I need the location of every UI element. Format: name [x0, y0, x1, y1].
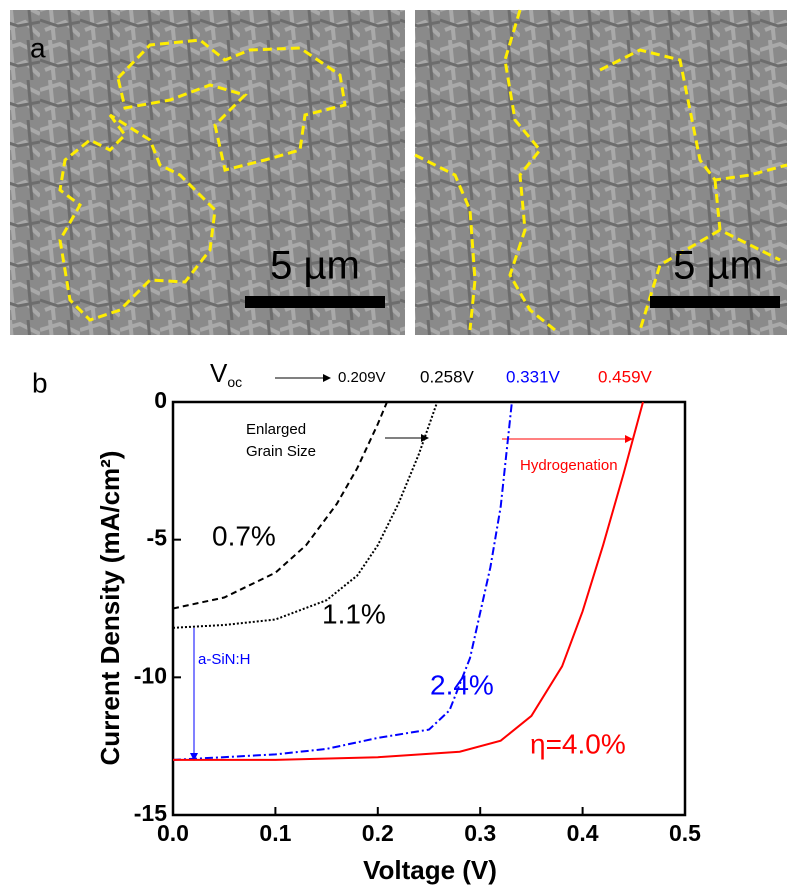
y-tick-label: 0 — [154, 387, 167, 413]
voc-label: Voc — [210, 358, 242, 390]
voc-value: 0.331V — [506, 367, 561, 386]
voc-main: V — [210, 358, 228, 388]
y-tick-label: -5 — [147, 525, 168, 551]
voc-sub: oc — [227, 374, 242, 390]
x-tick-label: 0.2 — [362, 820, 394, 846]
y-tick-label: -15 — [134, 800, 167, 826]
efficiency-label: 1.1% — [322, 598, 386, 629]
x-tick-label: 0.5 — [669, 820, 701, 846]
voc-value: 0.209V — [338, 369, 386, 386]
panel-label: a — [30, 32, 46, 63]
efficiency-label: η=4.0% — [530, 728, 626, 759]
voc-value: 0.258V — [420, 367, 475, 386]
panel-label: b — [32, 367, 48, 398]
figure: a 5 µm 5 µm b Voc 0.209V 0.258V 0.331V 0… — [0, 0, 797, 890]
curve — [173, 402, 512, 760]
scale-bar — [245, 296, 385, 308]
scale-bar-label: 5 µm — [673, 244, 763, 288]
efficiency-label: 0.7% — [212, 520, 276, 551]
voc-value: 0.459V — [598, 367, 653, 386]
x-tick-label: 0.1 — [259, 820, 291, 846]
efficiency-label: 2.4% — [430, 669, 494, 700]
scale-bar-label: 5 µm — [270, 244, 360, 288]
y-axis-label: Current Density (mA/cm²) — [95, 451, 125, 766]
annotation: Enlarged — [246, 421, 306, 438]
annotation: Grain Size — [246, 443, 316, 460]
x-tick-label: 0.4 — [567, 820, 599, 846]
x-axis-label: Voltage (V) — [363, 855, 497, 885]
page: {"panels": {"a_label": "a", "scale_left"… — [0, 0, 797, 890]
curve — [173, 402, 643, 760]
annotation: a-SiN:H — [198, 651, 251, 668]
annotation: Hydrogenation — [520, 457, 618, 474]
y-tick-label: -10 — [134, 662, 167, 688]
x-tick-label: 0.3 — [464, 820, 496, 846]
scale-bar — [650, 296, 780, 308]
